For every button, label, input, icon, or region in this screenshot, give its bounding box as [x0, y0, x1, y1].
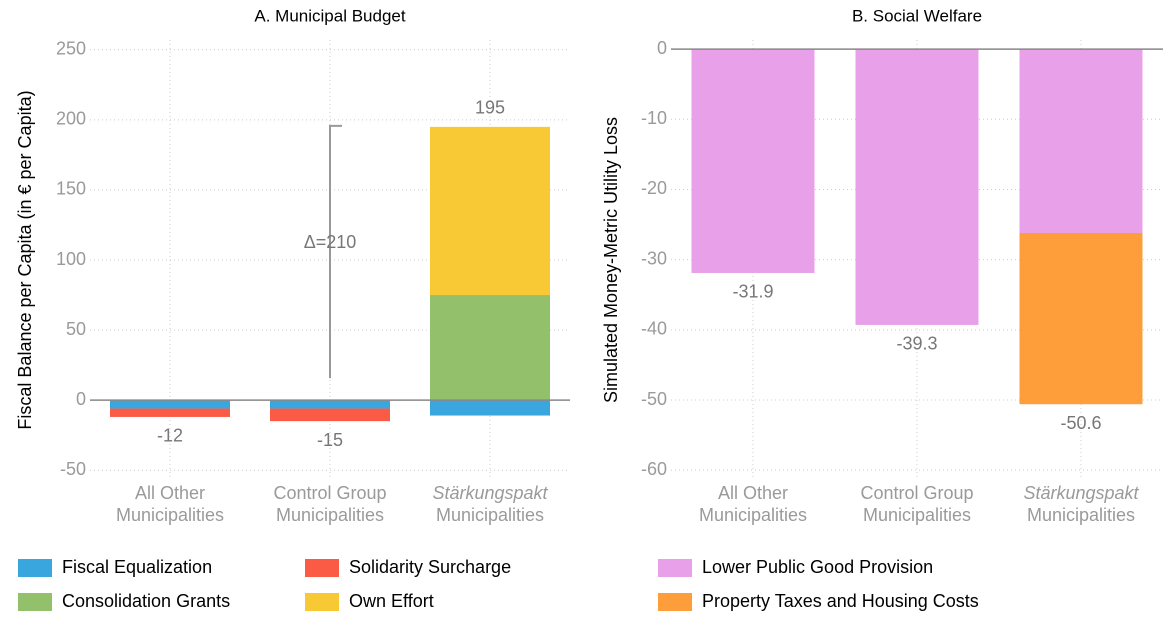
y-tick-label: 250 — [56, 39, 86, 59]
legend-swatch — [658, 593, 692, 611]
total-label: -12 — [157, 426, 183, 446]
total-label: -50.6 — [1060, 413, 1101, 433]
legend-label: Solidarity Surcharge — [349, 557, 511, 577]
y-tick-label: 0 — [76, 389, 86, 409]
y-axis-label: Fiscal Balance per Capita (in € per Capi… — [15, 90, 35, 429]
bar-segment — [110, 400, 230, 409]
y-tick-label: -30 — [641, 248, 667, 268]
bar-segment — [430, 400, 550, 416]
legend-swatch — [658, 559, 692, 577]
legend-swatch — [305, 559, 339, 577]
x-tick-label: Municipalities — [116, 505, 224, 525]
x-tick-label: Municipalities — [276, 505, 384, 525]
y-tick-label: 0 — [657, 38, 667, 58]
x-tick-label: All Other — [718, 483, 788, 503]
bar-segment — [430, 126, 550, 296]
x-tick-label: Municipalities — [436, 505, 544, 525]
y-tick-label: -50 — [641, 389, 667, 409]
y-tick-label: 150 — [56, 179, 86, 199]
y-tick-label: -50 — [60, 459, 86, 479]
y-axis-label: Simulated Money-Metric Utility Loss — [601, 117, 621, 403]
annotation-bracket — [329, 124, 342, 379]
bar-segment — [430, 295, 550, 401]
bar-segment — [1019, 49, 1143, 233]
chart-title: B. Social Welfare — [852, 6, 982, 25]
bar-segment — [691, 49, 815, 273]
y-tick-label: 200 — [56, 109, 86, 129]
total-label: -31.9 — [732, 282, 773, 302]
legend-label: Consolidation Grants — [62, 591, 230, 611]
total-label: 195 — [475, 98, 505, 118]
bar-segment — [110, 408, 230, 417]
bar-segment — [1019, 232, 1143, 405]
bar-segment — [270, 400, 390, 409]
chart-title: A. Municipal Budget — [254, 6, 405, 25]
total-label: -15 — [317, 430, 343, 450]
legend-label: Own Effort — [349, 591, 434, 611]
bar-segment — [855, 49, 979, 325]
legend-label: Lower Public Good Provision — [702, 557, 933, 577]
legend-label: Property Taxes and Housing Costs — [702, 591, 979, 611]
legend-swatch — [18, 559, 52, 577]
y-tick-label: 50 — [66, 319, 86, 339]
x-tick-label: Municipalities — [1027, 505, 1135, 525]
x-tick-label: Municipalities — [863, 505, 971, 525]
x-tick-label: Control Group — [860, 483, 973, 503]
x-tick-label: All Other — [135, 483, 205, 503]
x-tick-label: Stärkungspakt — [432, 483, 548, 503]
y-tick-label: -40 — [641, 319, 667, 339]
total-label: -39.3 — [896, 334, 937, 354]
bar-segment — [270, 408, 390, 422]
x-tick-label: Stärkungspakt — [1023, 483, 1139, 503]
x-tick-label: Municipalities — [699, 505, 807, 525]
y-tick-label: -10 — [641, 108, 667, 128]
legend-label: Fiscal Equalization — [62, 557, 212, 577]
legend-swatch — [18, 593, 52, 611]
annotation-text: Δ=210 — [304, 232, 357, 252]
y-tick-label: 100 — [56, 249, 86, 269]
y-tick-label: -20 — [641, 178, 667, 198]
legend-swatch — [305, 593, 339, 611]
y-tick-label: -60 — [641, 459, 667, 479]
x-tick-label: Control Group — [273, 483, 386, 503]
